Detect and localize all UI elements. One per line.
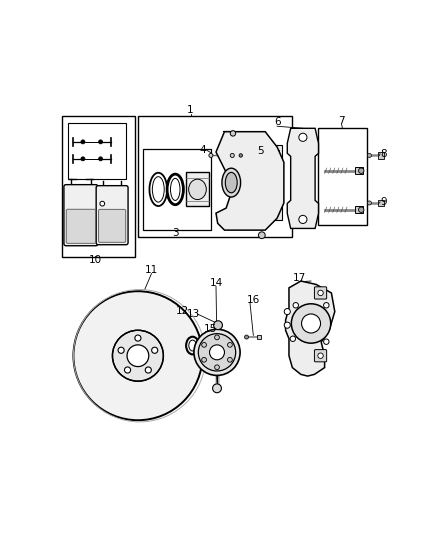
Circle shape <box>239 154 243 157</box>
Bar <box>378 200 384 206</box>
Circle shape <box>214 321 223 329</box>
Text: 16: 16 <box>247 295 260 305</box>
Text: 3: 3 <box>172 228 179 238</box>
Bar <box>293 142 312 214</box>
Bar <box>355 167 363 174</box>
Circle shape <box>81 140 85 144</box>
Circle shape <box>201 343 206 347</box>
Circle shape <box>291 304 331 343</box>
Circle shape <box>81 157 85 161</box>
Ellipse shape <box>222 168 240 197</box>
Circle shape <box>258 232 265 239</box>
Circle shape <box>209 154 213 157</box>
Circle shape <box>118 347 124 353</box>
Bar <box>143 149 211 230</box>
Bar <box>378 152 384 158</box>
Circle shape <box>212 384 222 393</box>
Circle shape <box>301 314 321 333</box>
Text: 17: 17 <box>293 273 306 284</box>
Text: 13: 13 <box>187 309 201 319</box>
Circle shape <box>244 335 249 339</box>
Circle shape <box>324 339 329 344</box>
Ellipse shape <box>189 340 196 351</box>
Bar <box>68 123 126 179</box>
Circle shape <box>230 131 236 136</box>
FancyBboxPatch shape <box>99 209 126 243</box>
Circle shape <box>100 216 105 221</box>
Ellipse shape <box>152 176 164 202</box>
Ellipse shape <box>186 337 199 354</box>
Bar <box>187 172 208 206</box>
FancyBboxPatch shape <box>96 185 128 245</box>
Polygon shape <box>216 132 284 230</box>
FancyBboxPatch shape <box>64 184 98 246</box>
Circle shape <box>127 345 149 367</box>
FancyBboxPatch shape <box>314 287 327 299</box>
Circle shape <box>99 157 102 161</box>
Text: 4: 4 <box>199 144 206 155</box>
Circle shape <box>209 345 224 360</box>
Circle shape <box>135 335 141 341</box>
Circle shape <box>367 201 371 205</box>
Text: 8: 8 <box>380 149 387 159</box>
Circle shape <box>359 168 364 173</box>
Circle shape <box>290 336 296 342</box>
Circle shape <box>293 303 298 308</box>
Circle shape <box>215 335 219 340</box>
Circle shape <box>230 154 234 157</box>
Ellipse shape <box>170 179 180 200</box>
Ellipse shape <box>189 179 206 199</box>
Circle shape <box>367 154 371 157</box>
Text: 12: 12 <box>175 305 189 316</box>
Circle shape <box>99 140 102 144</box>
Text: 1: 1 <box>187 106 194 115</box>
Circle shape <box>152 347 158 353</box>
Circle shape <box>198 334 236 371</box>
Circle shape <box>324 303 329 308</box>
Text: 5: 5 <box>257 146 263 156</box>
Circle shape <box>113 330 163 381</box>
Circle shape <box>124 367 131 373</box>
Text: 6: 6 <box>274 117 280 127</box>
Bar <box>355 206 363 214</box>
Ellipse shape <box>225 172 237 193</box>
Circle shape <box>318 290 323 296</box>
Bar <box>262 150 279 206</box>
Bar <box>257 335 261 340</box>
Circle shape <box>228 343 232 347</box>
Circle shape <box>284 309 290 314</box>
Circle shape <box>359 207 364 213</box>
Text: 11: 11 <box>145 265 158 275</box>
Circle shape <box>299 215 307 223</box>
Circle shape <box>299 133 307 141</box>
Circle shape <box>215 365 219 370</box>
Circle shape <box>145 367 152 373</box>
Bar <box>258 146 282 220</box>
Circle shape <box>201 358 206 362</box>
Text: 10: 10 <box>89 255 102 265</box>
Circle shape <box>74 291 202 420</box>
Bar <box>318 128 367 225</box>
FancyBboxPatch shape <box>66 209 95 244</box>
Circle shape <box>318 353 323 358</box>
Circle shape <box>100 232 105 237</box>
Text: 14: 14 <box>209 278 223 288</box>
Text: 15: 15 <box>204 324 218 334</box>
Text: 9: 9 <box>380 197 387 207</box>
Circle shape <box>194 329 240 375</box>
Polygon shape <box>286 281 335 376</box>
FancyBboxPatch shape <box>314 350 327 362</box>
Ellipse shape <box>149 173 167 206</box>
Ellipse shape <box>167 174 184 205</box>
Bar <box>61 116 134 257</box>
Circle shape <box>284 322 290 328</box>
Circle shape <box>228 358 232 362</box>
Polygon shape <box>287 128 318 229</box>
Text: 7: 7 <box>338 116 345 126</box>
Circle shape <box>100 201 105 206</box>
Bar <box>138 116 293 237</box>
